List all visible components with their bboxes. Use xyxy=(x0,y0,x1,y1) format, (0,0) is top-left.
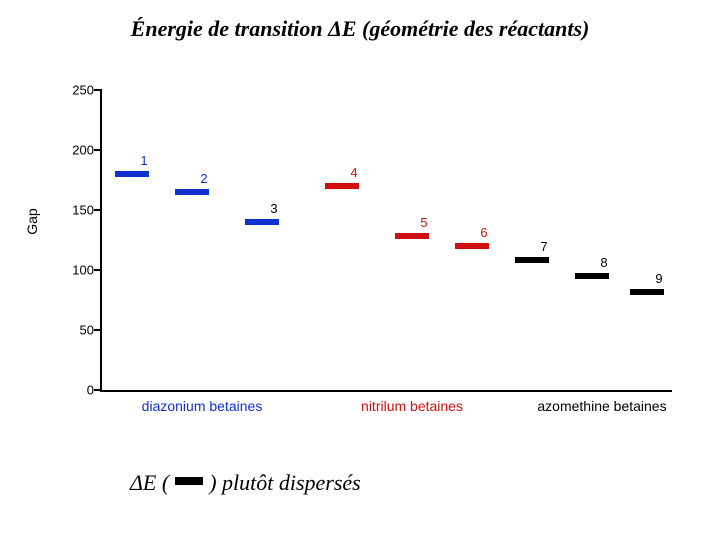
point-label: 7 xyxy=(540,239,547,254)
plot-area: 050100150200250123456789diazonium betain… xyxy=(100,90,672,392)
data-bar xyxy=(455,243,489,249)
data-bar xyxy=(175,189,209,195)
y-tick-label: 150 xyxy=(64,203,94,218)
y-axis-label: Gap xyxy=(24,208,40,234)
point-label: 3 xyxy=(270,201,277,216)
legend-swatch xyxy=(175,477,203,485)
group-label: azomethine betaines xyxy=(537,398,666,414)
point-label: 2 xyxy=(200,171,207,186)
y-tick-label: 0 xyxy=(64,383,94,398)
group-label: nitrilum betaines xyxy=(361,398,463,414)
y-tick xyxy=(94,149,102,151)
data-bar xyxy=(630,289,664,295)
footer-note: ΔE ( ) plutôt dispersés xyxy=(130,470,361,496)
point-label: 5 xyxy=(420,215,427,230)
y-tick-label: 200 xyxy=(64,143,94,158)
y-tick-label: 250 xyxy=(64,83,94,98)
group-label: diazonium betaines xyxy=(142,398,263,414)
y-tick-label: 50 xyxy=(64,323,94,338)
data-bar xyxy=(245,219,279,225)
y-tick xyxy=(94,329,102,331)
footer-prefix: ΔE ( xyxy=(130,470,169,496)
y-tick xyxy=(94,389,102,391)
y-tick xyxy=(94,209,102,211)
data-bar xyxy=(325,183,359,189)
y-tick-label: 100 xyxy=(64,263,94,278)
y-tick xyxy=(94,269,102,271)
data-bar xyxy=(515,257,549,263)
data-bar xyxy=(115,171,149,177)
point-label: 9 xyxy=(655,271,662,286)
point-label: 6 xyxy=(480,225,487,240)
data-bar xyxy=(395,233,429,239)
point-label: 1 xyxy=(140,153,147,168)
y-tick xyxy=(94,89,102,91)
footer-suffix: ) plutôt dispersés xyxy=(209,470,361,496)
chart-container: Gap 050100150200250123456789diazonium be… xyxy=(60,90,670,420)
point-label: 4 xyxy=(350,165,357,180)
chart-title: Énergie de transition ΔE (géométrie des … xyxy=(0,16,720,42)
data-bar xyxy=(575,273,609,279)
point-label: 8 xyxy=(600,255,607,270)
